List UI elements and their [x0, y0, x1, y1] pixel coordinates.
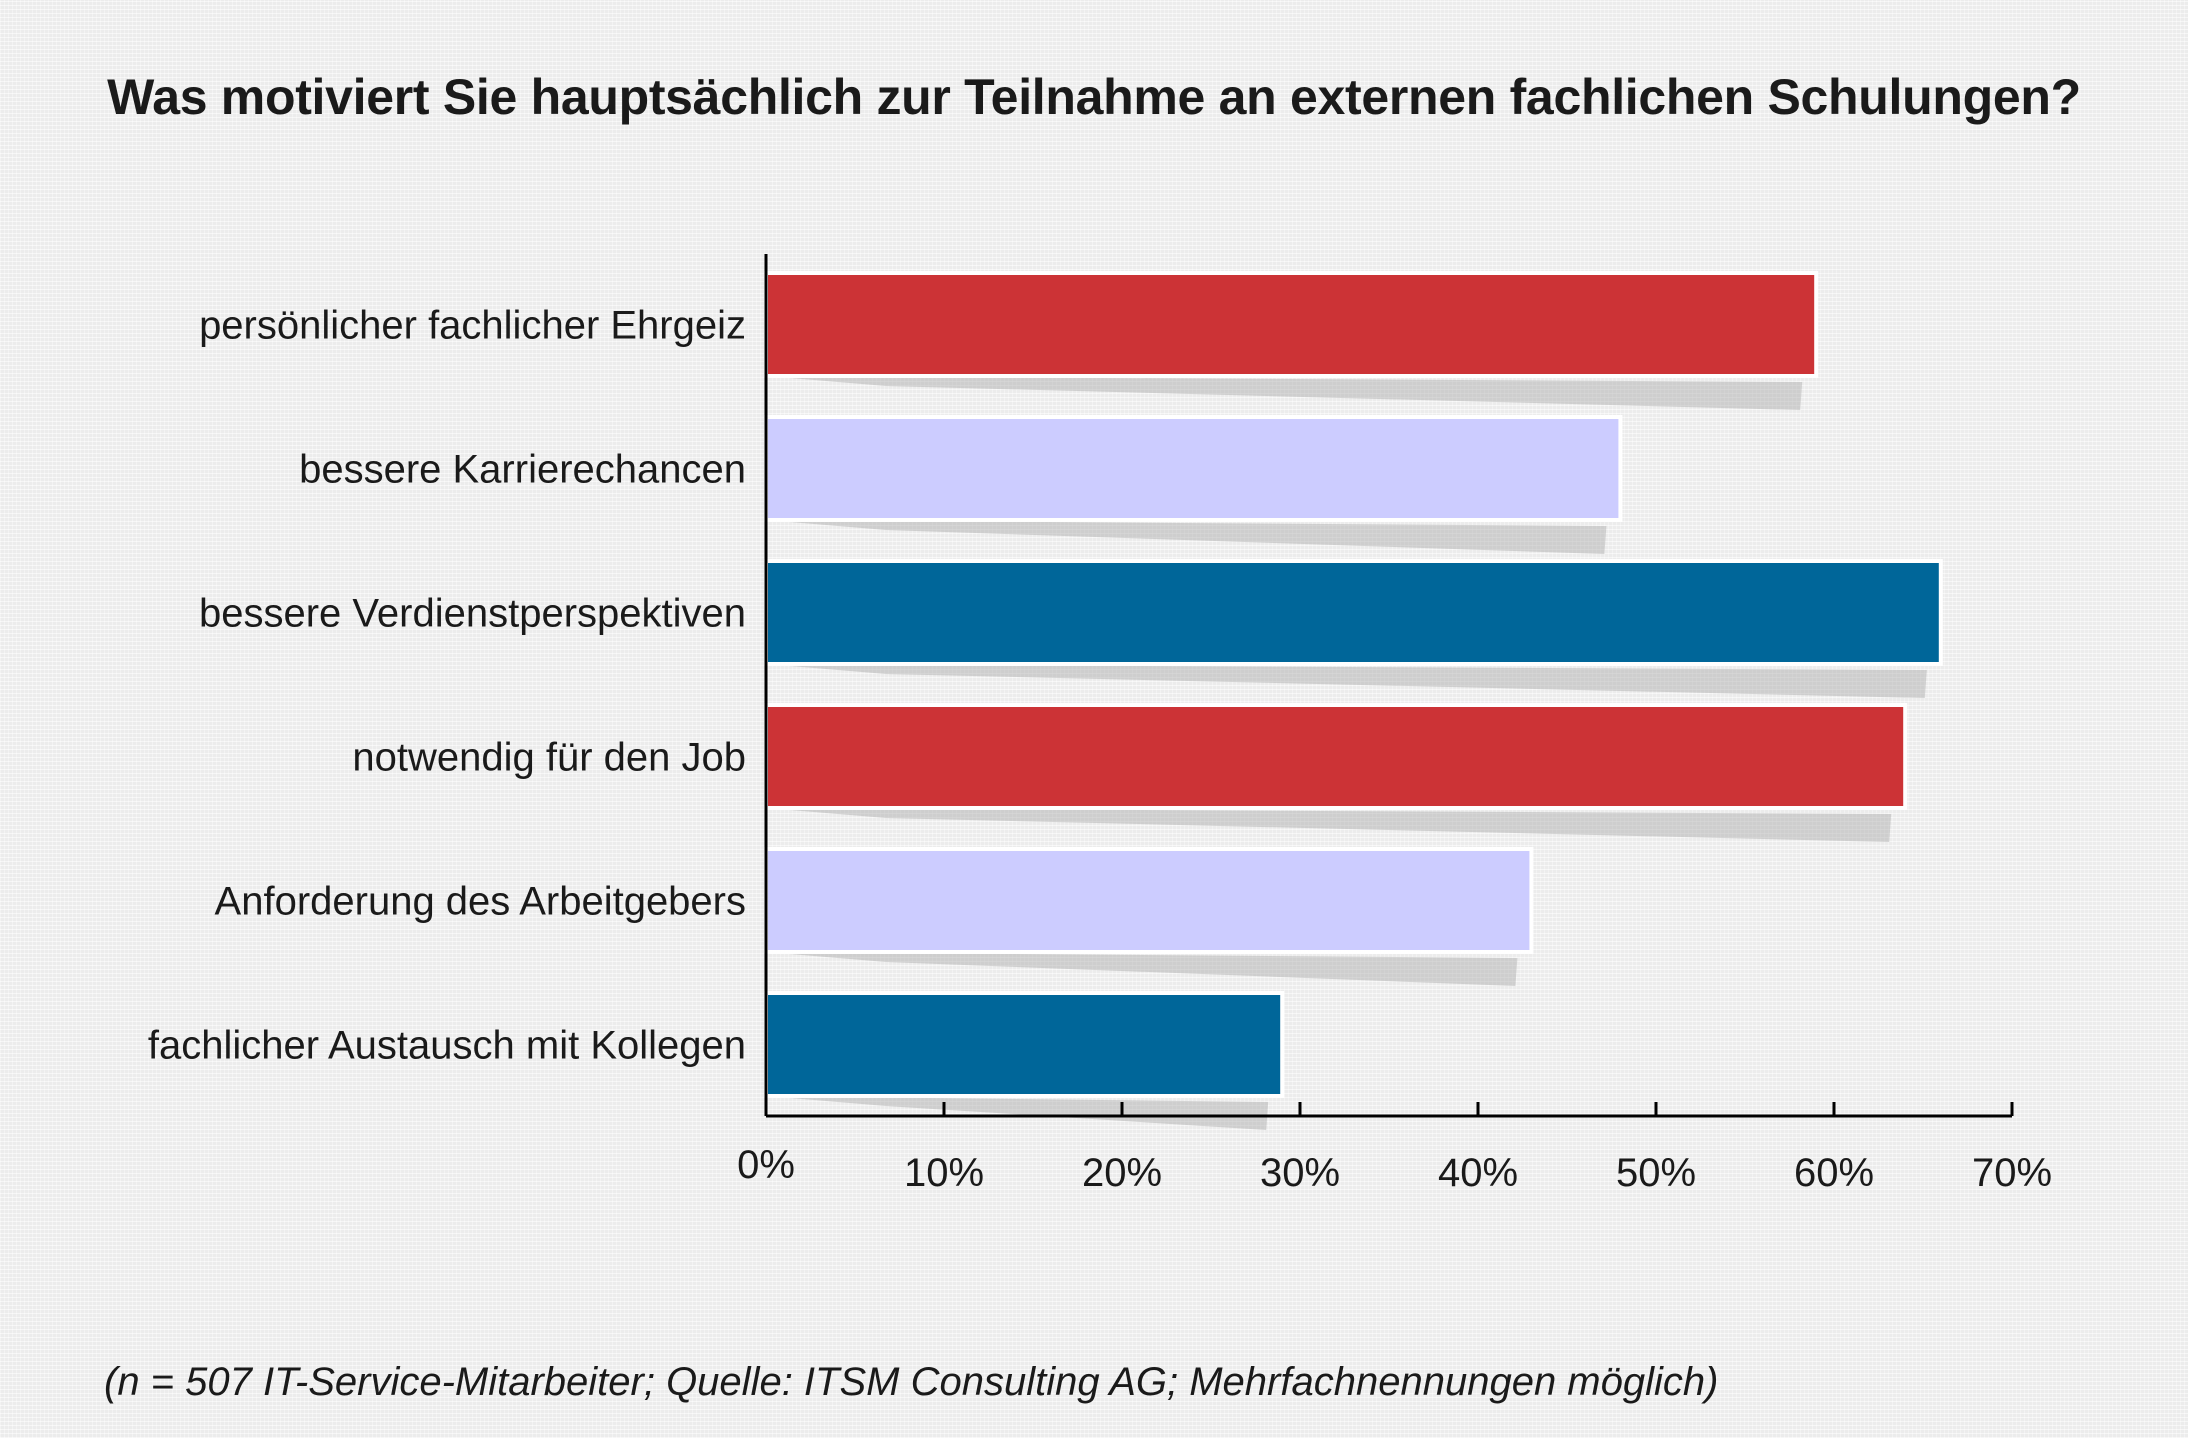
category-label: bessere Verdienstperspektiven [199, 592, 746, 636]
bar-shadow [766, 520, 1607, 554]
bar [764, 703, 1908, 810]
footnote: (n = 507 IT-Service-Mitarbeiter; Quelle:… [104, 1360, 1719, 1404]
category-label: fachlicher Austausch mit Kollegen [148, 1024, 746, 1068]
x-tick-label: 0% [737, 1143, 795, 1187]
bar [764, 271, 1819, 378]
category-label: Anforderung des Arbeitgebers [215, 880, 746, 924]
x-tick-label: 60% [1794, 1151, 1874, 1195]
x-tick-label: 30% [1260, 1151, 1340, 1195]
bar [764, 991, 1285, 1098]
bar [764, 415, 1623, 522]
category-label: bessere Karrierechancen [299, 448, 746, 492]
bar-shadow [766, 1096, 1269, 1130]
bar-shadow [766, 376, 1803, 410]
bar [764, 847, 1534, 954]
x-tick-label: 20% [1082, 1151, 1162, 1195]
bar-shadow [766, 952, 1518, 986]
bar-shadow [766, 664, 1927, 698]
bar [764, 559, 1943, 666]
x-tick-label: 50% [1616, 1151, 1696, 1195]
category-label: persönlicher fachlicher Ehrgeiz [199, 304, 746, 348]
x-tick-label: 10% [904, 1151, 984, 1195]
category-label: notwendig für den Job [352, 736, 746, 780]
chart-title: Was motiviert Sie hauptsächlich zur Teil… [107, 69, 2081, 125]
bar-shadow [766, 808, 1892, 842]
x-tick-label: 70% [1972, 1151, 2052, 1195]
x-tick-label: 40% [1438, 1151, 1518, 1195]
